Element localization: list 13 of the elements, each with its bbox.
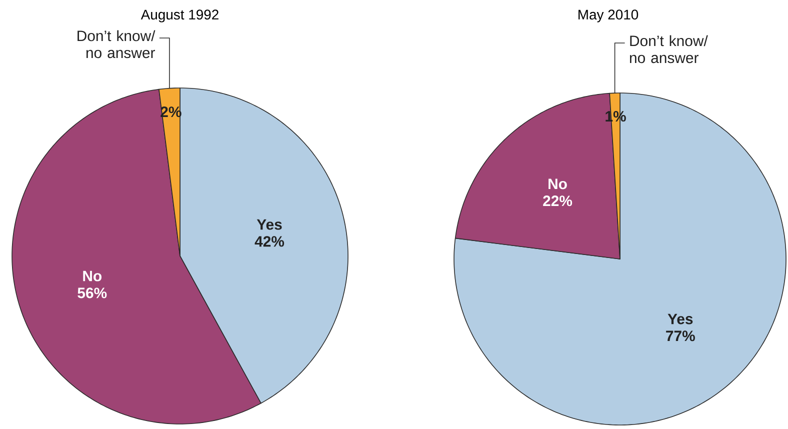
data-label: 42%: [254, 236, 284, 247]
slice-label: Yes: [256, 219, 282, 230]
slice-label: Don’t know/ no answer: [78, 30, 156, 58]
chart-title: May 2010: [578, 10, 638, 22]
slice-label: Don’t know/ no answer: [630, 35, 708, 64]
data-label: 56%: [78, 288, 107, 298]
slice-label: No: [83, 270, 102, 282]
data-label: 22%: [543, 196, 572, 206]
data-label: 77%: [666, 330, 695, 342]
data-label: 1%: [606, 111, 626, 122]
slice-label: Yes: [668, 314, 693, 324]
chart-title: August 1992: [140, 10, 218, 22]
slice-label: No: [548, 178, 567, 190]
